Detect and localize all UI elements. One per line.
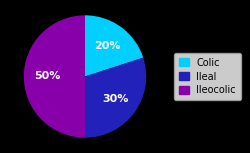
Wedge shape	[85, 58, 146, 138]
Wedge shape	[85, 15, 143, 76]
Wedge shape	[24, 15, 85, 138]
Text: 30%: 30%	[102, 94, 129, 104]
Text: 50%: 50%	[34, 71, 60, 82]
Legend: Colic, Ileal, Ileocolic: Colic, Ileal, Ileocolic	[174, 53, 241, 100]
Text: 20%: 20%	[94, 41, 120, 51]
